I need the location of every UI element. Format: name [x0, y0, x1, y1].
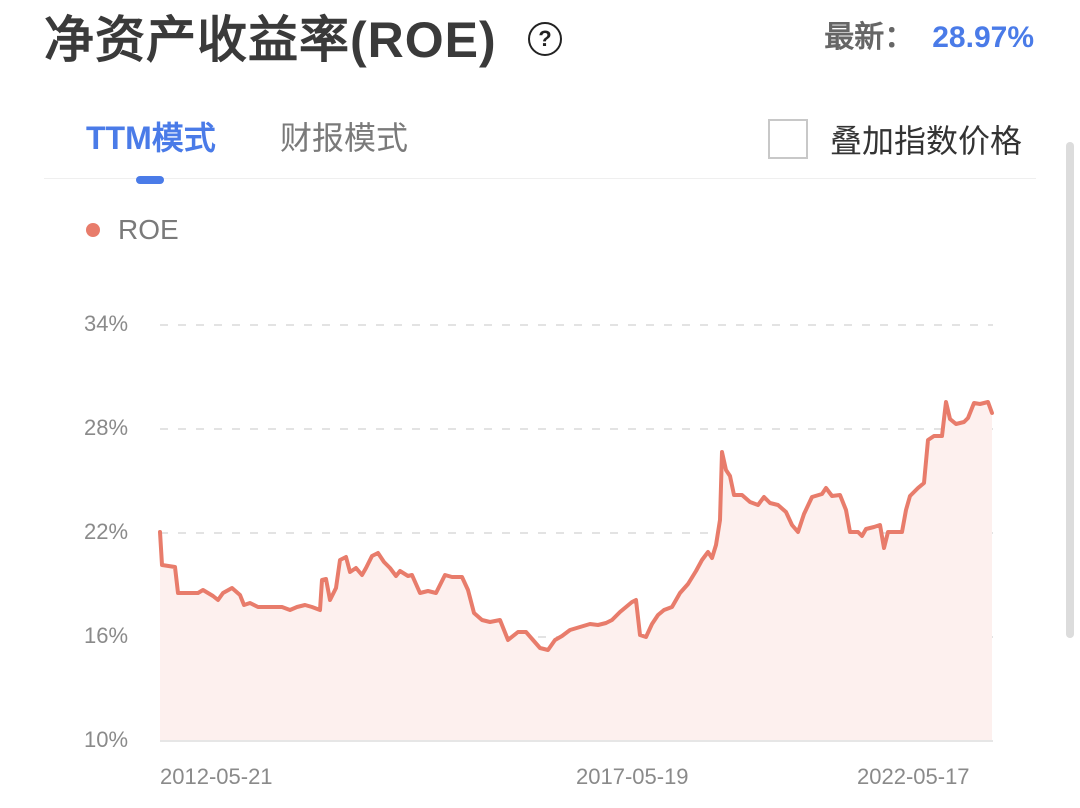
x-tick-start: 2012-05-21: [160, 764, 273, 789]
active-tab-indicator: [136, 176, 164, 184]
x-tick-end: 2022-05-17: [857, 764, 970, 789]
y-tick-16: 16%: [84, 623, 129, 648]
tab-ttm-mode[interactable]: TTM模式: [86, 120, 216, 156]
y-tick-28: 28%: [84, 415, 129, 440]
latest-label: 最新：: [824, 21, 915, 54]
mode-tabs: TTM模式 财报模式 叠加指数价格: [44, 110, 1036, 184]
x-tick-mid: 2017-05-19: [576, 764, 689, 789]
y-tick-10: 10%: [84, 727, 129, 752]
roe-line: [158, 400, 994, 652]
tab-report-mode[interactable]: 财报模式: [280, 120, 409, 156]
latest-value: 28.97%: [932, 21, 1034, 54]
vertical-scrollbar[interactable]: [1066, 142, 1074, 638]
overlay-index-price-label: 叠加指数价格: [829, 123, 1022, 159]
latest-value-block: 最新： 28.97%: [824, 18, 1034, 58]
roe-area-fill: [160, 402, 992, 741]
legend-dot-icon: [86, 223, 100, 237]
y-tick-34: 34%: [84, 311, 129, 336]
y-tick-22: 22%: [84, 519, 129, 544]
chart-legend[interactable]: ROE: [86, 214, 179, 246]
page-title: 净资产收益率(ROE): [44, 12, 497, 68]
overlay-index-price-toggle[interactable]: 叠加指数价格: [767, 116, 1022, 162]
legend-label-roe: ROE: [118, 214, 179, 245]
help-question-icon[interactable]: ?: [528, 22, 562, 56]
overlay-index-price-checkbox[interactable]: [767, 119, 808, 159]
